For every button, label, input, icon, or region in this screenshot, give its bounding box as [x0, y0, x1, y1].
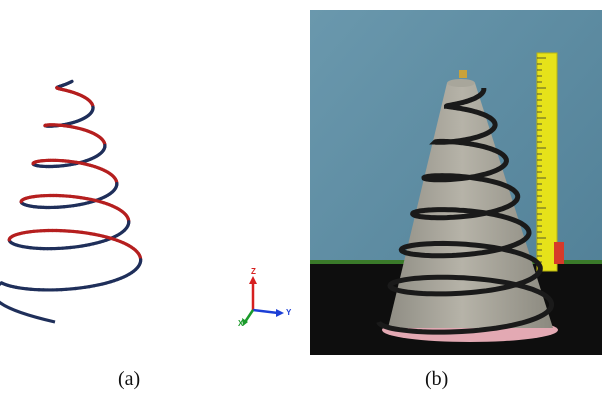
tube-fitting	[459, 70, 467, 78]
x-arrowhead	[242, 318, 248, 326]
z-arrowhead	[249, 276, 257, 284]
x-axis-label: X	[238, 319, 244, 328]
concrete-cone	[388, 83, 553, 328]
cone-photo-illustration	[310, 10, 602, 355]
caption-a: (a)	[118, 368, 141, 390]
spiral-tube	[376, 88, 555, 335]
panel-b-cone-photo	[310, 10, 602, 355]
axis-triad-icon: Z Y X	[238, 267, 292, 328]
helix-segment	[0, 281, 5, 286]
helix-drawing: Z Y X	[0, 79, 292, 328]
z-axis-label: Z	[251, 267, 256, 276]
x-axis-arrow	[243, 309, 255, 323]
tube-spiral-path	[376, 88, 555, 335]
helix-tail	[0, 281, 56, 324]
caption-b: (b)	[425, 368, 449, 390]
helix-coils	[0, 79, 143, 324]
y-axis-label: Y	[286, 308, 292, 317]
cone-top	[447, 79, 475, 87]
y-axis-arrow	[252, 308, 279, 315]
ruler	[536, 52, 558, 272]
y-arrowhead	[276, 309, 284, 317]
panel-a-helix-render: Z Y X	[0, 0, 310, 355]
ruler-stand	[554, 242, 564, 264]
